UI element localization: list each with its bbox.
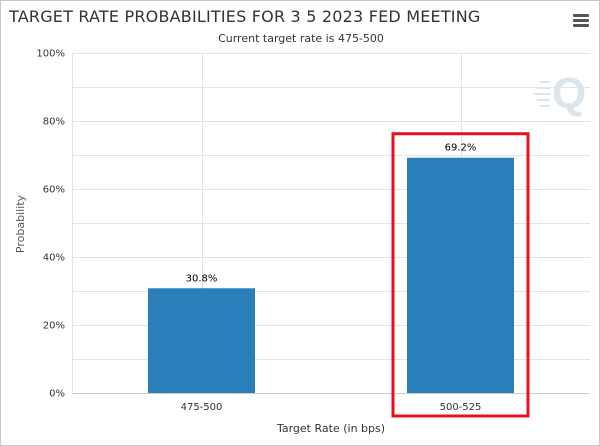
y-tick-label: 80%: [43, 117, 65, 128]
y-tick-label: 0%: [49, 389, 65, 400]
chart-subtitle: Current target rate is 475-500: [218, 32, 384, 45]
y-tick-label: 40%: [43, 253, 65, 264]
q-logo-icon: Q: [534, 69, 586, 118]
y-axis-ticks: 0% 20% 40% 60% 80% 100%: [36, 49, 65, 400]
x-axis-label: Target Rate (in bps): [276, 422, 385, 435]
x-tick-label: 500-525: [440, 402, 482, 413]
svg-text:Q: Q: [552, 69, 586, 118]
y-tick-label: 60%: [43, 185, 65, 196]
y-tick-label: 20%: [43, 321, 65, 332]
bars: 30.8% 69.2%: [148, 132, 530, 418]
data-label: 69.2%: [445, 143, 477, 154]
bar[interactable]: [148, 288, 255, 393]
highlight-box: [391, 132, 530, 418]
y-axis-label: Probability: [14, 194, 27, 253]
bar[interactable]: [407, 157, 514, 393]
chart-title: TARGET RATE PROBABILITIES FOR 3 5 2023 F…: [9, 7, 481, 26]
x-axis-ticks: 475-500 500-525: [181, 402, 482, 413]
hamburger-menu-icon[interactable]: [573, 14, 589, 28]
data-label: 30.8%: [186, 273, 218, 284]
y-tick-label: 100%: [36, 49, 65, 60]
x-tick-label: 475-500: [181, 402, 223, 413]
